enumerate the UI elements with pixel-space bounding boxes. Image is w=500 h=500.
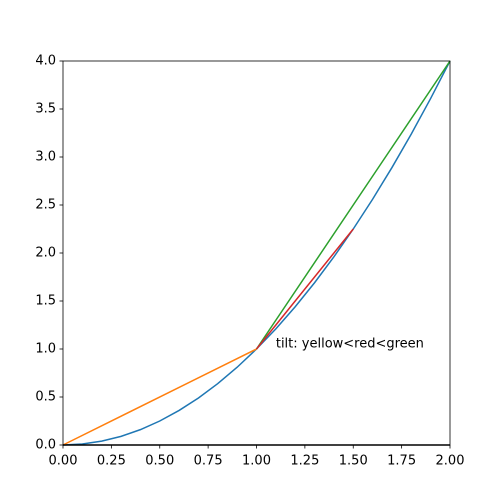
y-tick-label: 1.0 (35, 342, 56, 357)
y-tick-label: 0.0 (35, 438, 56, 453)
y-tick-label: 3.0 (35, 150, 56, 165)
line (62, 60, 451, 446)
x-tick-label: 1.25 (290, 454, 319, 469)
line (255, 228, 354, 350)
x-tick-label: 1.75 (387, 454, 416, 469)
x-tick-label: 1.50 (339, 454, 368, 469)
x-tick-label: 1.00 (242, 454, 271, 469)
y-tick-label: 4.0 (35, 54, 56, 69)
x-tick-label: 0.50 (145, 454, 174, 469)
annotation: tilt: yellow<red<green (276, 337, 424, 352)
line (255, 60, 451, 350)
y-tick-label: 2.0 (35, 246, 56, 261)
y-tick-label: 2.5 (35, 198, 56, 213)
y-tick-label: 1.5 (35, 294, 56, 309)
x-tick-label: 2.00 (436, 454, 465, 469)
x-tick-label: 0.25 (97, 454, 126, 469)
y-tick-label: 3.5 (35, 102, 56, 117)
x-tick-label: 0.00 (49, 454, 78, 469)
y-tick-label: 0.5 (35, 390, 56, 405)
line (62, 348, 257, 446)
x-tick-label: 0.75 (194, 454, 223, 469)
plot-frame (62, 60, 451, 446)
